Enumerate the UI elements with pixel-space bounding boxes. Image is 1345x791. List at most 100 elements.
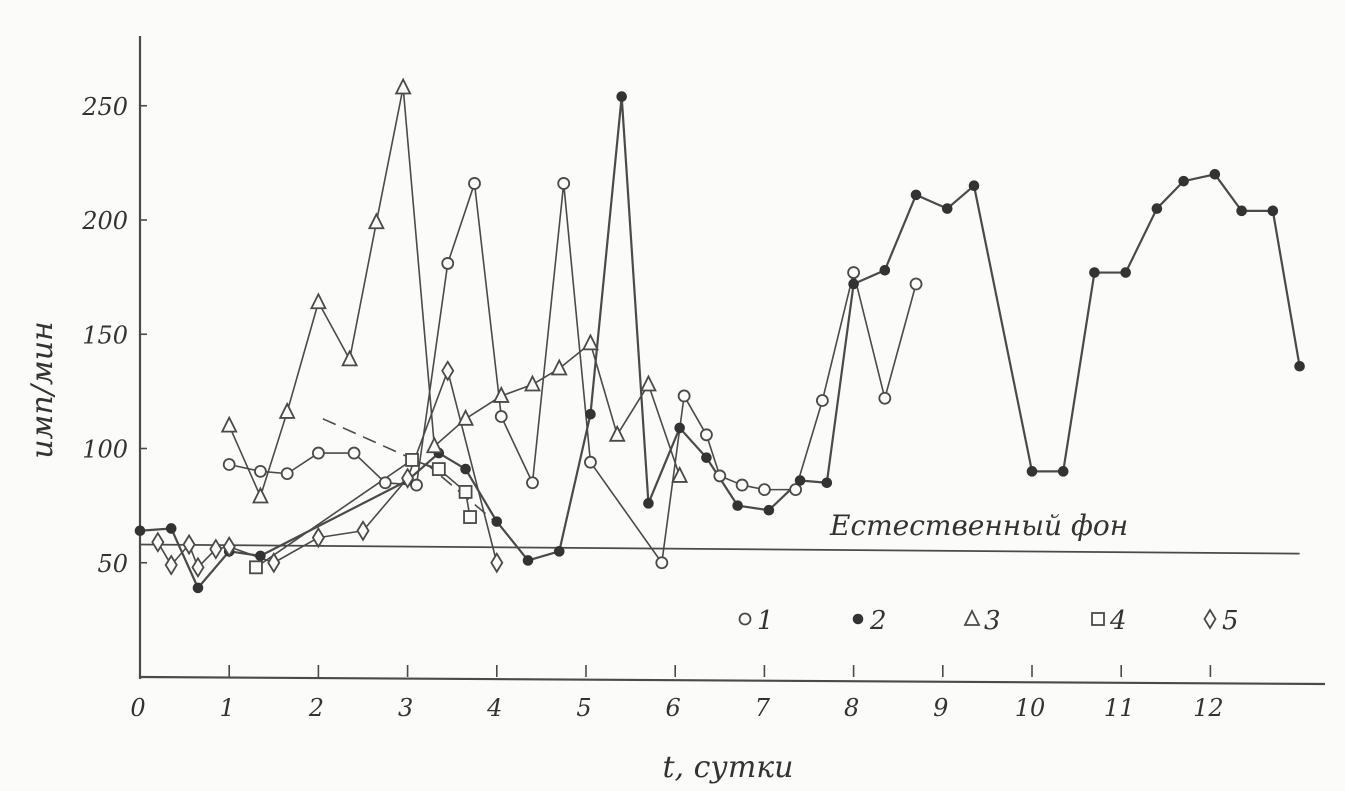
legend-label-5: 5 (1222, 606, 1239, 636)
legend-marker-4 (1091, 612, 1105, 626)
series-1-point (815, 394, 829, 407)
series-1-point (700, 428, 713, 442)
series-5-point (441, 360, 455, 382)
series-1-point (254, 464, 267, 478)
series-5-point (490, 552, 504, 574)
series-5-point (182, 533, 196, 556)
x-tick-label: 10 (1015, 694, 1046, 722)
legend-label-1: 1 (757, 606, 774, 636)
series-2-point (522, 555, 534, 566)
x-tick-label: 11 (1104, 694, 1135, 722)
series-2-point (848, 278, 859, 290)
series-2-point (643, 498, 654, 509)
series-3-point (394, 77, 412, 95)
x-axis-line (139, 675, 1326, 686)
series-1-point (847, 266, 860, 279)
series-1-point (441, 257, 455, 270)
series-3-point (251, 486, 269, 504)
series-2-point (1236, 205, 1247, 217)
series-5-point (191, 556, 205, 579)
x-tick-label: 6 (666, 694, 681, 722)
series-2-point (585, 408, 596, 420)
y-tick-label: 50 (97, 550, 128, 578)
series-3-point (278, 401, 296, 419)
background-level-line (139, 543, 1300, 555)
series-2-point (460, 463, 471, 475)
x-tick-label: 1 (220, 694, 235, 722)
y-tick-label: 250 (81, 93, 128, 121)
series-2-point (794, 475, 806, 486)
axes (138, 36, 1326, 686)
series-3-point (220, 415, 238, 433)
series-2-point (821, 477, 833, 489)
series-1-point (735, 478, 749, 492)
series-3-point (309, 292, 327, 310)
series-1-point (311, 446, 325, 460)
x-tick-label: 2 (308, 694, 324, 722)
series-4-point (458, 485, 473, 499)
series-5-point (164, 554, 178, 576)
series-1-line (229, 182, 917, 564)
series-3-point (457, 408, 475, 426)
legend-label-4: 4 (1109, 606, 1127, 636)
series-2-point (763, 504, 775, 516)
series-1-point (526, 476, 539, 490)
series-2-point (1151, 203, 1163, 214)
series-1-point (655, 556, 669, 570)
legend-marker-5 (1203, 608, 1217, 630)
series-1-point (677, 389, 691, 403)
x-tick-label: 9 (933, 694, 948, 722)
series-1-point (713, 469, 727, 483)
series-5-line (157, 370, 498, 569)
series-1-point (378, 476, 392, 490)
series-4-point (249, 560, 263, 575)
series-1-point (789, 483, 803, 497)
x-tick-label: 8 (844, 694, 859, 722)
x-tick-label: 7 (755, 694, 771, 722)
series-1-point (584, 455, 597, 469)
series-2-point (1209, 169, 1221, 180)
series-4-point (463, 510, 477, 524)
x-axis-title: t, сутки (662, 750, 793, 785)
series-3-point (639, 374, 657, 392)
series-5-point (267, 552, 281, 574)
legend-label-2: 2 (869, 606, 887, 636)
series-5-point (209, 538, 223, 560)
series-2-point (879, 264, 891, 276)
series-2-point (616, 91, 627, 102)
series-1-point (347, 446, 361, 460)
series-3-point (367, 212, 385, 230)
series-2-point (1026, 466, 1038, 477)
series-group (134, 77, 1305, 594)
series-2-point (491, 516, 503, 527)
series-1-point (468, 177, 481, 190)
y-axis-title: имп/мин (25, 321, 60, 459)
series-1-point (494, 410, 508, 423)
series-1-point (222, 458, 236, 471)
series-3-point (550, 358, 568, 376)
series-2-point (1178, 175, 1189, 187)
series-3-point (524, 374, 541, 392)
background-level (139, 543, 1300, 555)
series-2-point (165, 523, 177, 534)
legend: 1 2 3 4 5 (738, 606, 1239, 636)
x-tick-label: 0 (130, 694, 145, 722)
y-tick-label: 200 (81, 207, 128, 235)
series-2-point (553, 546, 565, 557)
y-tick-label: 150 (82, 321, 128, 349)
series-3-point (425, 436, 443, 454)
series-2-point (1267, 205, 1279, 217)
series-2-point (732, 500, 743, 511)
series-1-point (410, 478, 423, 492)
background-level-label: Естественный фон (829, 509, 1128, 542)
series-5-point (356, 520, 370, 542)
series-2-point (1120, 267, 1131, 278)
x-tick-label: 3 (398, 694, 413, 722)
legend-marker-1 (738, 612, 752, 626)
y-tick-label: 100 (82, 436, 128, 464)
series-4-point (405, 453, 419, 467)
series-2-point (192, 582, 204, 594)
series-5-point (151, 531, 165, 553)
